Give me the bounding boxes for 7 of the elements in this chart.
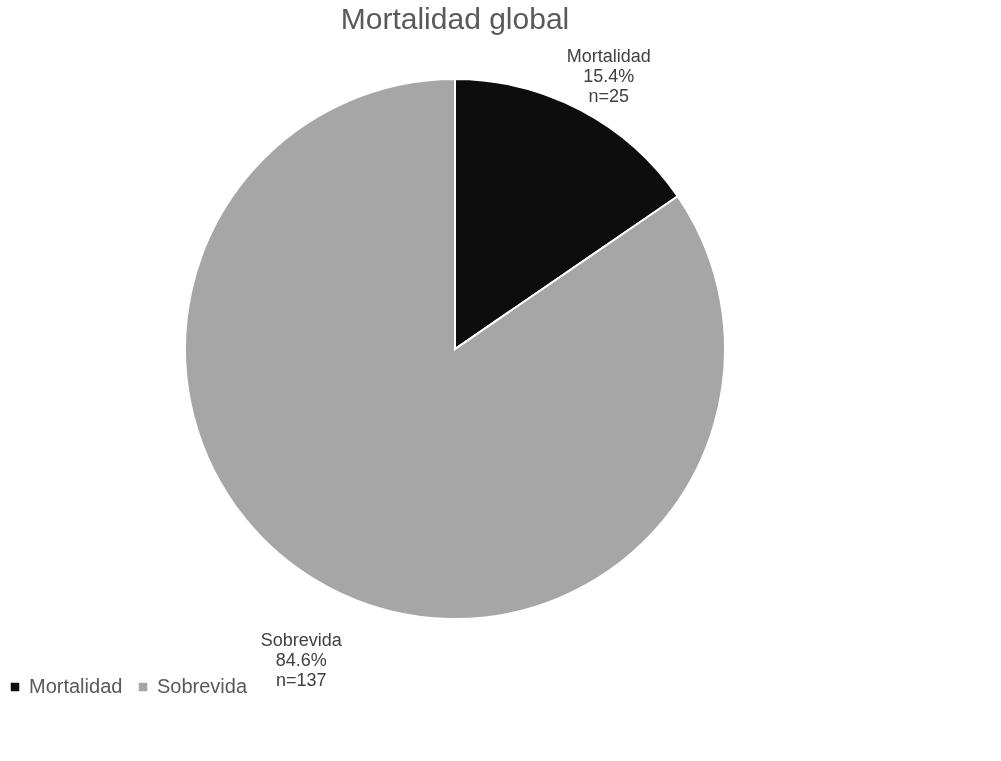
legend-label: Mortalidad <box>29 675 123 697</box>
legend-label: Sobrevida <box>157 675 248 697</box>
data-label: 15.4% n=25 <box>583 66 635 107</box>
chart-title: Mortalidad global <box>340 2 570 35</box>
slice-label: Mortalidad <box>566 46 651 67</box>
slice-label: Sobrevida <box>260 629 343 650</box>
data-label: 84.6% n=137 <box>275 649 327 690</box>
